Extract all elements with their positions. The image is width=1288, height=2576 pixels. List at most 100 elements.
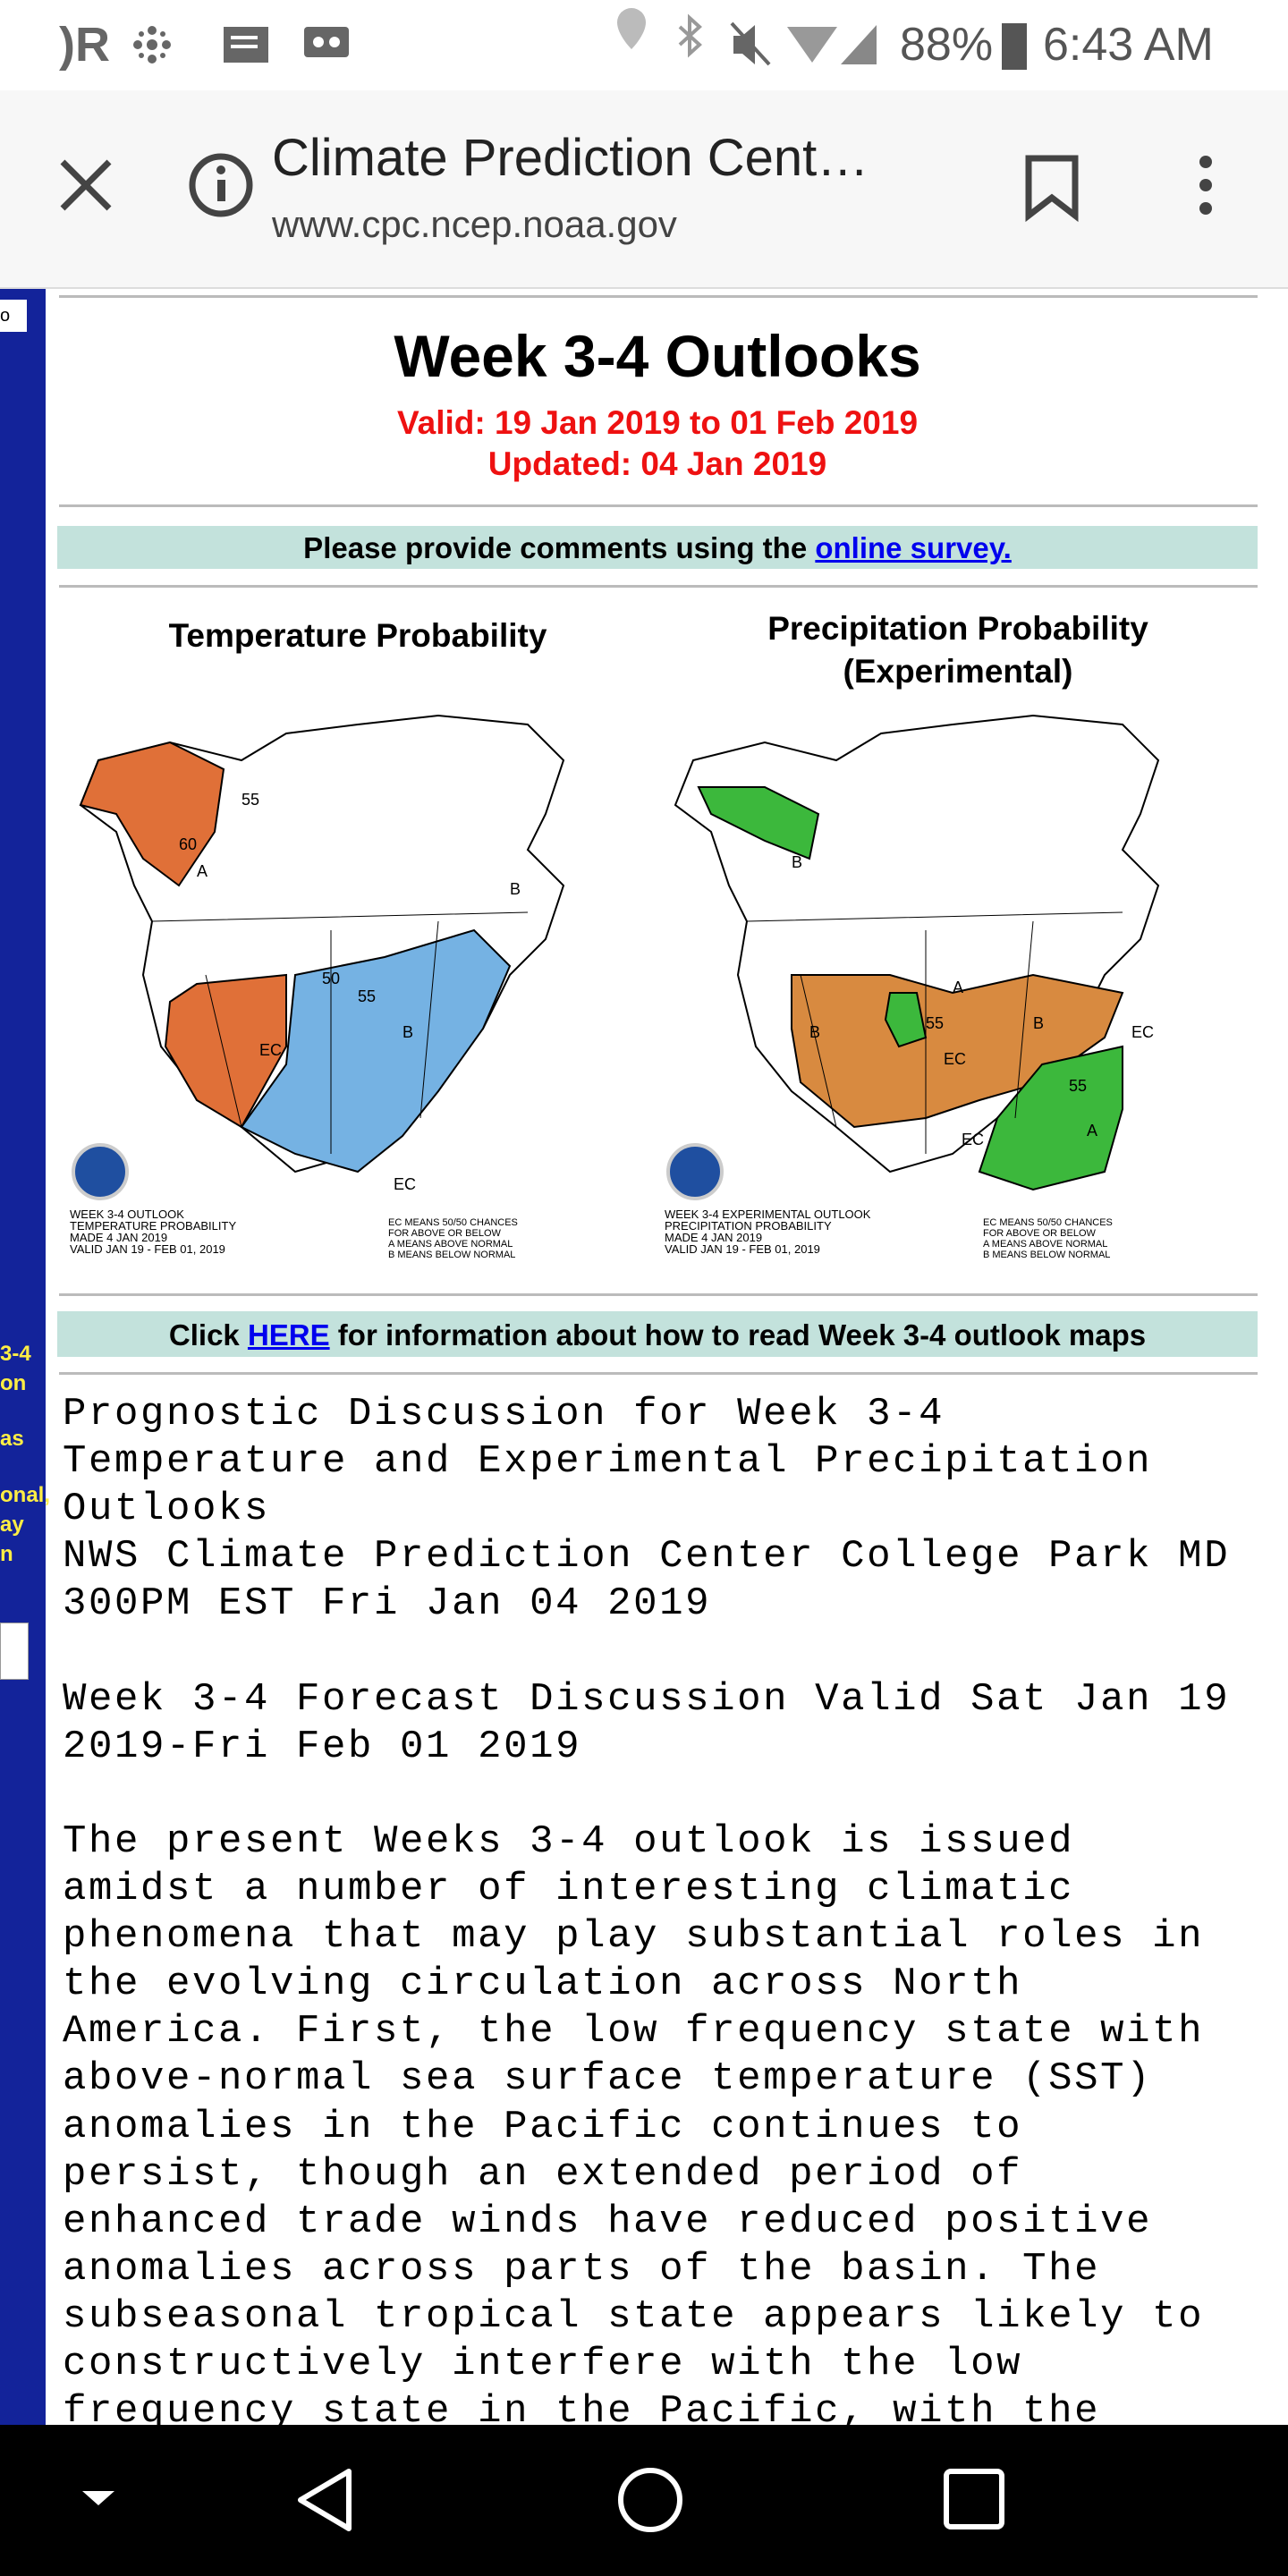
nav-recents[interactable] — [944, 2469, 1004, 2529]
toolbar-icons — [60, 153, 1212, 223]
sidebar-box — [0, 1623, 29, 1680]
discussion-line: above-normal sea surface temperature (SS… — [63, 2056, 1153, 2102]
map-label: A — [197, 862, 208, 880]
border-lines — [151, 911, 529, 1154]
survey-link[interactable]: online survey. — [815, 531, 1012, 564]
survey-text: Please provide comments using the — [303, 531, 816, 564]
status-icons-right — [617, 8, 877, 66]
discussion-line: Outlooks — [63, 1487, 271, 1532]
discussion-line: anomalies across parts of the basin. The — [63, 2246, 1101, 2292]
border-lines — [746, 911, 1123, 1154]
map-legend: MADE 4 JAN 2019 — [70, 1231, 167, 1244]
map-label: 55 — [1069, 1077, 1087, 1095]
discussion-line: persist, though an extended period of — [63, 2151, 1023, 2197]
probability-region — [79, 741, 225, 887]
help-link[interactable]: HERE — [247, 1318, 330, 1352]
status-icons-left: )R — [59, 18, 349, 72]
map-label: B — [1033, 1014, 1044, 1032]
map-title: Precipitation Probability — [767, 610, 1148, 647]
nav-hide[interactable] — [82, 2491, 114, 2505]
battery-icon — [1002, 23, 1027, 70]
discussion-line: NWS Climate Prediction Center College Pa… — [63, 1534, 1231, 1580]
noaa-logo — [72, 1143, 129, 1200]
probability-region — [697, 786, 820, 860]
map-label: 55 — [926, 1014, 944, 1032]
map-label: A — [1087, 1122, 1097, 1140]
bookmark-button[interactable] — [1025, 155, 1079, 223]
map-legend: PRECIPITATION PROBABILITY — [665, 1219, 832, 1233]
divider — [59, 504, 1258, 507]
discussion-line: Temperature and Experimental Precipitati… — [63, 1439, 1153, 1485]
survey-banner: Please provide comments using the online… — [57, 526, 1258, 569]
map-legend: EC MEANS 50/50 CHANCES — [388, 1217, 518, 1228]
site-info-button[interactable] — [189, 153, 253, 217]
valid-dates: Valid: 19 Jan 2019 to 01 Feb 2019 — [396, 404, 919, 441]
temperature-map[interactable]: A B EC B EC 55 60 55 50 WEEK 3-4 OUTLOOKTEMPERATU… — [63, 707, 626, 1275]
map-legend: EC MEANS 50/50 CHANCES — [983, 1217, 1113, 1228]
discussion-line: Week 3-4 Forecast Discussion Valid Sat J… — [63, 1676, 1231, 1722]
map-legend: TEMPERATURE PROBABILITY — [70, 1219, 236, 1233]
map-label: B — [792, 853, 802, 871]
map-legend: VALID JAN 19 - FEB 01, 2019 — [665, 1242, 820, 1256]
sidebar-link-fragment: ay — [0, 1513, 24, 1537]
discussion-line: enhanced trade winds have reduced positi… — [63, 2199, 1153, 2244]
nav-back[interactable] — [298, 2469, 352, 2531]
menu-button[interactable] — [1199, 156, 1212, 215]
probability-region — [978, 1045, 1123, 1191]
map-subtitle: (Experimental) — [843, 653, 1073, 690]
map-legend: FOR ABOVE OR BELOW — [983, 1228, 1097, 1239]
discussion-line: The present Weeks 3-4 outlook is issued — [63, 1818, 1075, 1864]
page-url[interactable]: www.cpc.ncep.noaa.gov — [272, 203, 677, 245]
map-legend: A MEANS ABOVE NORMAL — [983, 1239, 1107, 1250]
sidebar — [0, 289, 46, 2427]
discussion-line: subseasonal tropical state appears likel… — [63, 2293, 1205, 2339]
sidebar-link-fragment: 3-4 — [0, 1342, 31, 1366]
help-text: for information about how to read Week 3… — [329, 1318, 1147, 1352]
browser-toolbar: Climate Prediction Cent… www.cpc.ncep.no… — [0, 90, 1288, 289]
help-text: Click — [168, 1318, 248, 1352]
map-label: 60 — [179, 835, 197, 853]
map-label: B — [809, 1023, 820, 1041]
sidebar-link-fragment: on — [0, 1371, 27, 1395]
svg-text:)R: )R — [59, 18, 110, 72]
map-label: EC — [962, 1131, 984, 1148]
updated-date: Updated: 04 Jan 2019 — [487, 445, 827, 482]
battery-percent: 88% — [900, 19, 994, 71]
page-title: Climate Prediction Cent… — [272, 129, 869, 187]
probability-region — [884, 992, 928, 1048]
discussion-line: Prognostic Discussion for Week 3-4 — [63, 1392, 945, 1436]
discussion-line: the evolving circulation across North — [63, 1962, 1023, 2007]
discussion-line: anomalies in the Pacific continues to — [63, 2104, 1023, 2149]
discussion-line: 2019-Fri Feb 01 2019 — [63, 1724, 582, 1769]
divider — [59, 295, 1258, 298]
nav-home[interactable] — [618, 2468, 682, 2532]
nav-bar — [0, 2425, 1288, 2576]
probability-region — [164, 973, 287, 1129]
noaa-logo — [666, 1143, 724, 1200]
map-label: EC — [259, 1041, 282, 1059]
discussion-line: phenomena that may play substantial role… — [63, 1914, 1205, 1960]
map-legend: B MEANS BELOW NORMAL — [388, 1250, 515, 1260]
map-label: B — [402, 1023, 413, 1041]
map-legend: VALID JAN 19 - FEB 01, 2019 — [70, 1242, 225, 1256]
map-label: 50 — [322, 970, 340, 987]
sidebar-link-fragment: n — [0, 1542, 13, 1566]
map-label: 55 — [242, 791, 259, 809]
map-legend: WEEK 3-4 OUTLOOK — [70, 1208, 184, 1221]
help-banner: Click HERE for information about how to … — [57, 1311, 1258, 1357]
sidebar-button[interactable]: o — [0, 300, 27, 332]
status-bar: )R 88% 6:43 AM — [0, 0, 1288, 90]
sidebar-link-fragment: as — [0, 1427, 24, 1451]
sidebar-link-fragment: onal, — [0, 1483, 51, 1507]
discussion-line: America. First, the low frequency state … — [63, 2009, 1205, 2055]
map-label: EC — [1131, 1023, 1154, 1041]
map-label: A — [953, 979, 963, 996]
map-legend: MADE 4 JAN 2019 — [665, 1231, 762, 1244]
close-button[interactable] — [60, 159, 112, 211]
map-legend: A MEANS ABOVE NORMAL — [388, 1239, 513, 1250]
divider — [59, 1293, 1258, 1296]
discussion-line: amidst a number of interesting climatic — [63, 1867, 1075, 1911]
divider — [59, 585, 1258, 588]
